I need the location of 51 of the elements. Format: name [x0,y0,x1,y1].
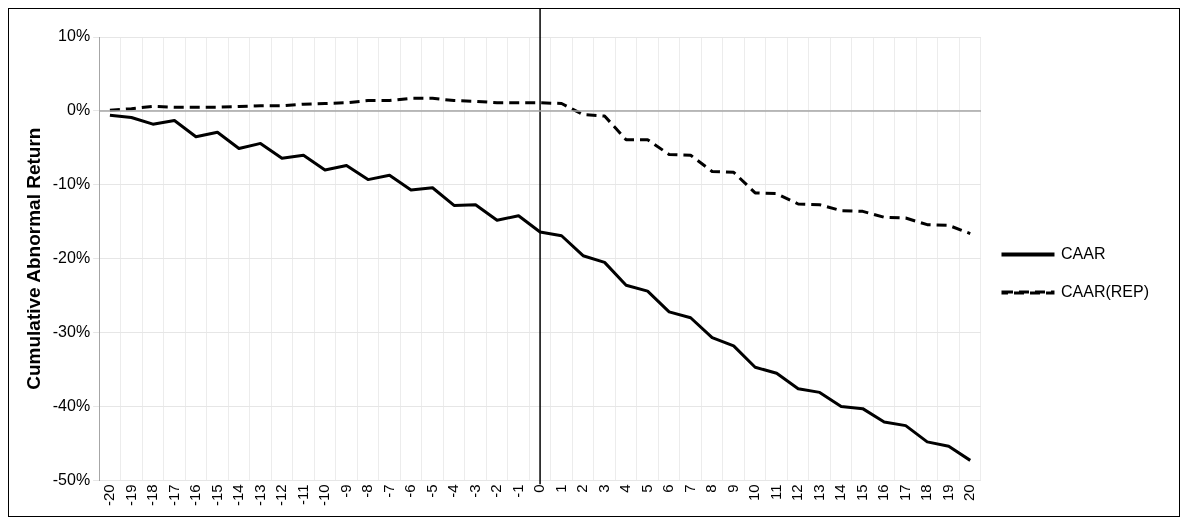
x-tick-label: 17 [895,484,913,502]
x-tick-label: 20 [960,484,978,502]
x-tick-label: 11 [766,484,784,500]
x-tick-label: 9 [723,484,741,493]
y-axis-title: Cumulative Abnormal Return [22,127,44,390]
y-tick-label: -50% [52,470,91,488]
legend-label: CAAR(REP) [1060,282,1150,300]
x-tick-label: -9 [336,484,354,498]
x-tick-label: -2 [487,484,505,498]
y-tick-label: 0% [67,101,91,119]
x-tick-label: -4 [444,484,462,498]
x-tick-label: -15 [207,484,225,507]
y-tick-label: -20% [52,249,91,267]
y-tick-label: -30% [52,322,91,340]
y-tick-label: 10% [58,27,91,45]
x-tick-label: -16 [186,484,204,507]
x-tick-label: 16 [874,484,892,502]
x-tick-label: -8 [358,484,376,498]
x-tick-label: 1 [551,484,569,493]
x-tick-label: -12 [272,484,290,507]
x-tick-label: 2 [573,484,591,493]
x-tick-label: 14 [831,484,849,502]
x-tick-label: -20 [100,484,118,507]
x-tick-label: -14 [229,484,247,507]
x-tick-label: 18 [917,484,935,502]
x-tick-label: -6 [401,484,419,498]
x-tick-label: 10 [745,484,763,502]
x-tick-label: 15 [852,484,870,502]
x-tick-label: -17 [164,484,182,507]
x-tick-label: 12 [788,484,806,502]
x-tick-label: 0 [530,484,548,493]
x-tick-label: -10 [315,484,333,507]
x-tick-label: 4 [616,484,634,493]
x-tick-label: -7 [379,484,397,498]
x-tick-label: -5 [422,484,440,498]
legend-label: CAAR [1060,244,1106,262]
x-tick-label: 8 [702,484,720,493]
x-tick-label: 6 [659,484,677,493]
x-tick-label: -3 [465,484,483,498]
x-tick-label: -19 [121,484,139,507]
x-tick-label: 3 [594,484,612,493]
x-tick-label: 19 [938,484,956,502]
x-tick-label: -13 [250,484,268,507]
y-tick-label: -10% [52,175,91,193]
x-tick-label: 7 [680,484,698,493]
x-tick-label: -18 [143,484,161,507]
y-tick-label: -40% [52,396,91,414]
x-tick-label: -1 [508,484,526,498]
x-tick-label: -11 [293,484,311,505]
x-tick-label: 13 [809,484,827,502]
x-tick-label: 5 [637,484,655,493]
